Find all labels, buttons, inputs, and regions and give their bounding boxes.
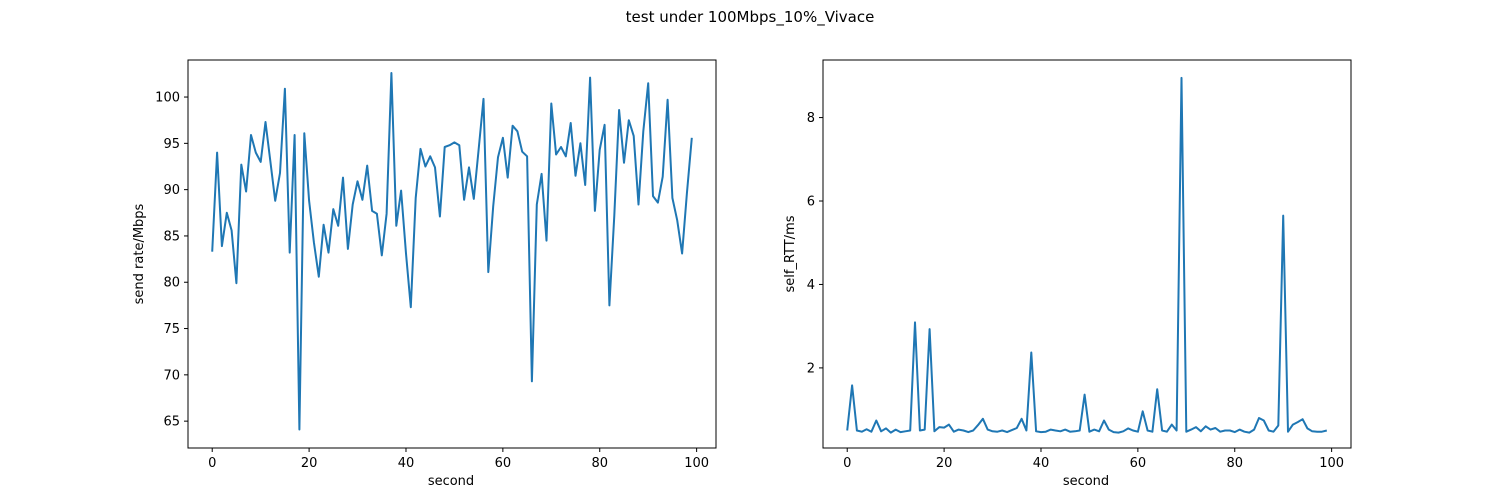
x-tick-label: 100 bbox=[684, 456, 709, 471]
self-rtt-chart: second self_RTT/ms 0 20 40 60 80 100 2 4 6 8 bbox=[783, 59, 1352, 489]
x-tick-label: 0 bbox=[843, 456, 851, 471]
x-tick-label: 100 bbox=[1319, 456, 1344, 471]
x-tick-label: 80 bbox=[1226, 456, 1243, 471]
y-tick-label: 85 bbox=[163, 229, 180, 244]
x-tick-label: 0 bbox=[208, 456, 216, 471]
y-tick-label: 90 bbox=[163, 183, 180, 198]
plot-frame bbox=[187, 59, 717, 449]
x-tick-label: 40 bbox=[1033, 456, 1050, 471]
y-tick-label: 70 bbox=[163, 368, 180, 383]
x-tick-label: 80 bbox=[591, 456, 608, 471]
y-tick-label: 100 bbox=[155, 91, 180, 106]
figure-title: test under 100Mbps_10%_Vivace bbox=[626, 8, 875, 27]
y-tick-label: 65 bbox=[163, 415, 180, 430]
y-tick-label: 2 bbox=[807, 361, 815, 376]
x-tick-label: 40 bbox=[398, 456, 415, 471]
plot-frame bbox=[822, 59, 1352, 449]
x-axis-label: second bbox=[1063, 474, 1109, 489]
x-tick-label: 20 bbox=[936, 456, 953, 471]
x-tick-label: 60 bbox=[1130, 456, 1147, 471]
y-tick-label: 4 bbox=[807, 278, 815, 293]
y-axis-label: send rate/Mbps bbox=[132, 203, 147, 304]
x-tick-label: 20 bbox=[301, 456, 318, 471]
series-line bbox=[211, 72, 693, 431]
y-tick-label: 80 bbox=[163, 276, 180, 291]
y-tick-label: 95 bbox=[163, 137, 180, 152]
y-tick-label: 6 bbox=[807, 195, 815, 210]
x-axis-label: second bbox=[428, 474, 474, 489]
send-rate-chart: second send rate/Mbps 0 20 40 60 80 100 65 70 75… bbox=[132, 59, 717, 489]
y-tick-label: 8 bbox=[807, 111, 815, 126]
y-tick-label: 75 bbox=[163, 322, 180, 337]
series-line bbox=[846, 76, 1328, 434]
x-tick-label: 60 bbox=[495, 456, 512, 471]
y-axis-label: self_RTT/ms bbox=[783, 215, 798, 292]
